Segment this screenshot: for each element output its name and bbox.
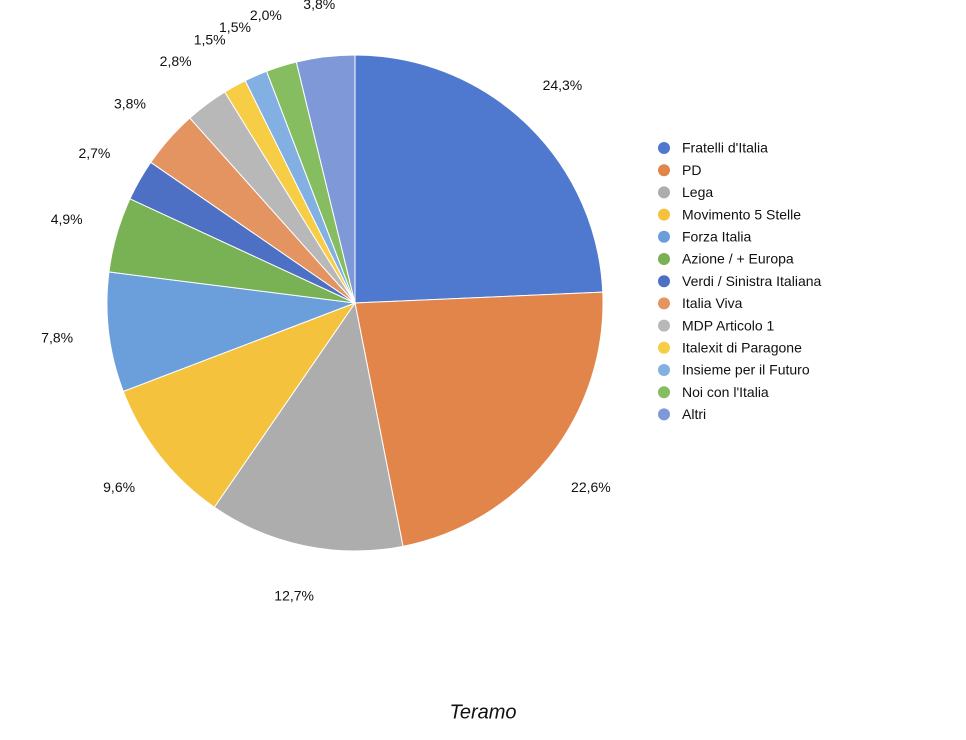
legend-label: Forza Italia	[682, 229, 751, 245]
legend-label: Italexit di Paragone	[682, 340, 802, 356]
data-label: 2,8%	[160, 53, 192, 69]
legend-label: Verdi / Sinistra Italiana	[682, 273, 822, 289]
pie-slice	[122, 301, 357, 508]
legend-label: Lega	[682, 184, 713, 200]
legend-marker	[658, 230, 670, 243]
legend-label: Noi con l'Italia	[682, 384, 769, 400]
legend-label: Altri	[682, 406, 706, 422]
data-label: 2,7%	[78, 145, 110, 161]
data-label: 22,6%	[571, 479, 611, 495]
legend-label: MDP Articolo 1	[682, 317, 775, 333]
legend-label: Insieme per il Futuro	[682, 362, 810, 378]
legend-marker	[658, 142, 670, 154]
legend-label: Movimento 5 Stelle	[682, 206, 801, 222]
data-label: 24,3%	[543, 77, 583, 93]
chart-title: Teramo	[449, 701, 516, 723]
legend-label: Azione / + Europa	[682, 251, 794, 267]
data-label: 7,8%	[41, 329, 73, 345]
pie-slice	[354, 54, 604, 304]
data-label: 1,5%	[219, 19, 251, 35]
data-label: 4,9%	[51, 211, 83, 227]
legend-label: PD	[682, 162, 701, 178]
data-label: 9,6%	[103, 479, 135, 495]
legend-marker	[658, 164, 670, 177]
data-label: 1,5%	[194, 31, 226, 47]
legend-label: Italia Viva	[682, 295, 743, 311]
legend-marker	[658, 275, 670, 288]
data-label: 12,7%	[274, 587, 314, 603]
data-label: 3,8%	[114, 95, 146, 111]
legend-marker	[658, 297, 670, 310]
legend-marker	[658, 364, 670, 376]
pie-slice	[106, 271, 356, 393]
legend-marker	[658, 253, 670, 265]
legend-marker	[658, 319, 670, 332]
data-label: 3,8%	[303, 0, 335, 12]
pie-slice	[213, 301, 404, 552]
legend-marker	[658, 208, 670, 221]
legend-marker	[658, 186, 670, 199]
pie-slice	[295, 54, 356, 304]
data-label: 2,0%	[250, 7, 282, 23]
legend-marker	[658, 386, 670, 399]
legend-marker	[658, 341, 670, 354]
legend-marker	[658, 408, 670, 421]
legend-label: Fratelli d'Italia	[682, 140, 768, 156]
pie-slice	[354, 291, 604, 547]
